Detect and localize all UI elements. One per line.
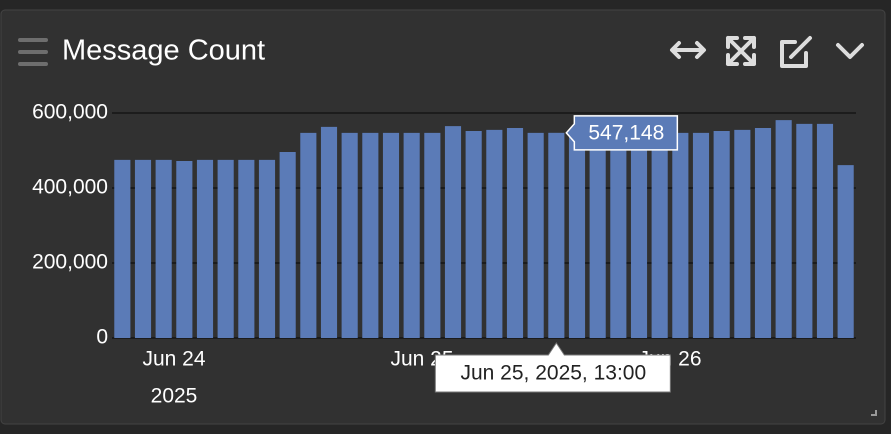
bar: [217, 159, 234, 338]
y-tick-label: 400,000: [32, 176, 108, 199]
tooltip-label: Jun 25, 2025, 13:00: [460, 362, 646, 385]
value-label: 547,148: [588, 121, 664, 144]
edit-icon[interactable]: [780, 36, 812, 68]
bar: [196, 159, 214, 338]
bar: [527, 132, 544, 338]
bar: [568, 132, 586, 338]
bar: [258, 159, 276, 338]
bar: [134, 159, 152, 338]
resize-width-icon[interactable]: [670, 41, 706, 59]
bar: [775, 120, 792, 338]
bar: [837, 165, 854, 338]
resize-handle[interactable]: [871, 410, 877, 416]
bar: [713, 131, 730, 338]
y-tick-label: 200,000: [32, 251, 108, 274]
bar: [341, 132, 358, 338]
collapse-icon[interactable]: [836, 43, 864, 59]
bar: [672, 132, 689, 338]
bar: [300, 132, 317, 338]
bar: [155, 159, 172, 338]
tooltip-box: [434, 342, 671, 393]
bar: [610, 132, 627, 338]
fullscreen-icon[interactable]: [726, 36, 756, 66]
x-tick-label: Jun 24: [142, 348, 205, 371]
bar: [320, 126, 338, 338]
bar: [486, 129, 503, 338]
bar: [114, 159, 131, 338]
bar: [692, 132, 710, 338]
bar: [754, 128, 772, 338]
bar: [796, 123, 813, 338]
bar: [506, 128, 524, 338]
bar: [651, 132, 668, 338]
bar: [816, 123, 834, 338]
bar: [465, 131, 482, 338]
y-tick-label: 600,000: [32, 101, 108, 124]
x-year-label: 2025: [151, 385, 198, 408]
value-tooltip: [565, 115, 679, 151]
bar: [279, 152, 296, 338]
bar: [630, 132, 648, 338]
bar: [589, 132, 606, 338]
chart-title: Message Count: [62, 35, 265, 67]
bar: [403, 132, 420, 338]
menu-icon[interactable]: [18, 38, 48, 66]
bar: [424, 132, 441, 338]
bar: [362, 132, 379, 338]
bar: [444, 126, 462, 338]
bar: [382, 132, 400, 338]
bar: [238, 159, 255, 338]
bar: [176, 161, 193, 338]
bar: [548, 132, 565, 338]
y-tick-label: 0: [96, 326, 108, 349]
bar: [734, 129, 751, 338]
